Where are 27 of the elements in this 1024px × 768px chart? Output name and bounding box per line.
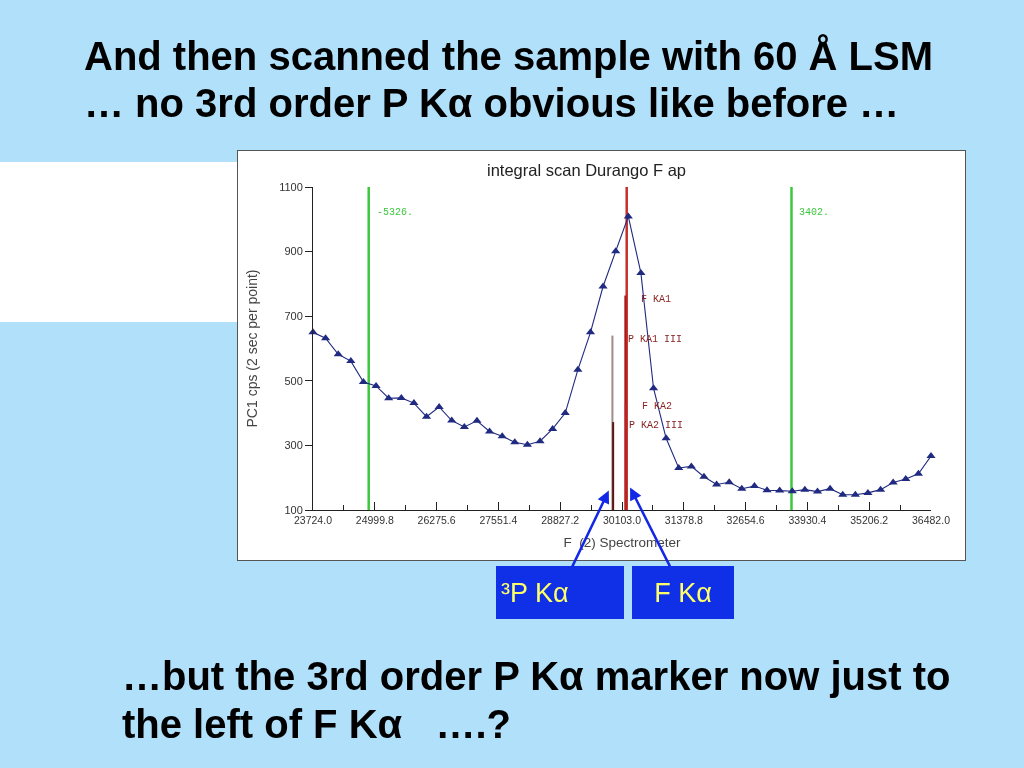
x-tick-label: 24999.8: [355, 513, 394, 526]
x-tick-label: 23724.0: [294, 513, 333, 526]
y-tick-label: 300: [284, 439, 303, 452]
x-tick-label: 26275.6: [417, 513, 456, 526]
y-tick-label: 500: [284, 374, 303, 387]
y-tick-label: 900: [284, 245, 303, 258]
x-tick-label: 32654.6: [726, 513, 765, 526]
annotation: ³P Kα: [501, 577, 569, 608]
x-tick-label: 31378.8: [664, 513, 703, 526]
series-label: F KA1: [641, 294, 672, 305]
y-tick-label: 100: [284, 503, 303, 516]
series-label: P KA2 III: [629, 420, 684, 431]
chart-subtitle: integral scan Durango F ap: [487, 161, 687, 179]
chart-title: And then scanned the sample with 60 Å LSM … no 3rd order P Kα obvious like before …: [84, 33, 934, 127]
annotation: -5326.: [377, 207, 414, 218]
x-tick-label: 28827.2: [541, 513, 580, 526]
text: …but the 3rd order P Kα marker now just to the left of F Kα ….?: [122, 653, 951, 748]
y-tick-label: 700: [284, 310, 303, 323]
annotation: F Kα: [654, 577, 712, 608]
annotation: 3402.: [799, 207, 830, 218]
y-tick-label: 1100: [279, 180, 303, 193]
x-tick-label: 35206.2: [850, 513, 889, 526]
x-tick-label: 36482.0: [912, 513, 951, 526]
x-tick-label: 33930.4: [788, 513, 827, 526]
x-tick-label: 27551.4: [479, 513, 518, 526]
x-tick-label: 30103.0: [603, 513, 642, 526]
y-axis-title: PC1 cps (2 sec per point): [243, 269, 260, 428]
